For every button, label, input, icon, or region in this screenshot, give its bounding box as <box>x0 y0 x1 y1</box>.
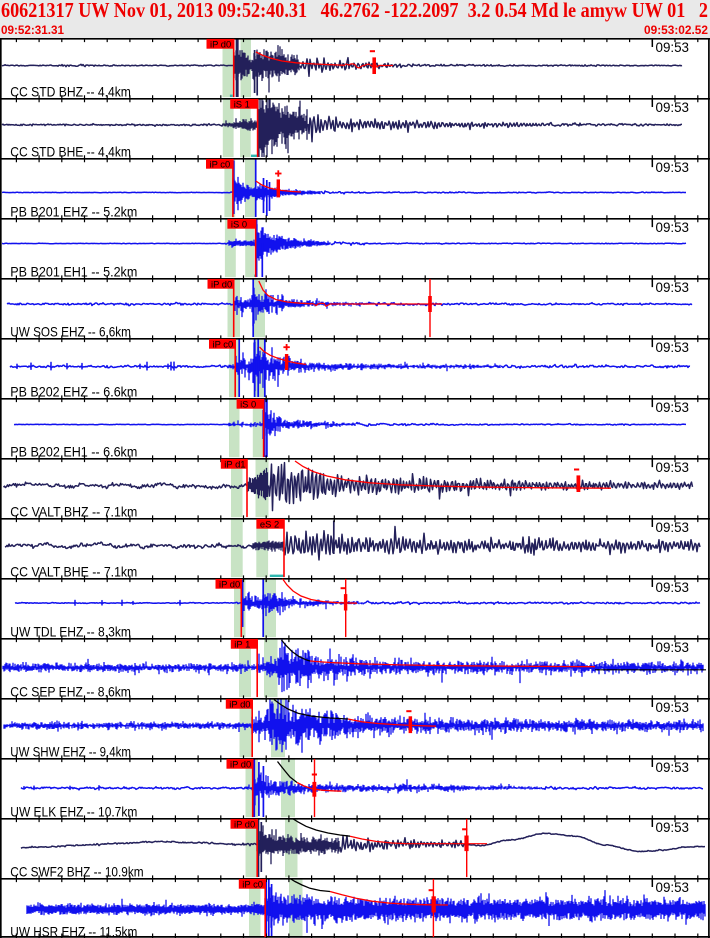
svg-text:09:53: 09:53 <box>656 100 690 115</box>
svg-text:UW ELK EHZ -- 10.7km: UW ELK EHZ -- 10.7km <box>10 805 137 820</box>
svg-text:09:53: 09:53 <box>656 160 690 175</box>
svg-text:iS 0: iS 0 <box>240 398 256 409</box>
svg-text:CC STD BHE -- 4.4km: CC STD BHE -- 4.4km <box>10 145 131 160</box>
svg-text:09:53: 09:53 <box>656 580 690 595</box>
svg-text:PB B201 EHZ -- 5.2km: PB B201 EHZ -- 5.2km <box>10 205 137 220</box>
svg-text:iP c0: iP c0 <box>210 158 231 169</box>
svg-text:iS 0: iS 0 <box>231 218 247 229</box>
svg-text:UW TDL EHZ -- 8.3km: UW TDL EHZ -- 8.3km <box>10 625 131 640</box>
svg-text:CC SEP EHZ -- 8.6km: CC SEP EHZ -- 8.6km <box>10 685 131 700</box>
svg-text:09:53: 09:53 <box>656 460 690 475</box>
svg-text:iP d1: iP d1 <box>224 458 245 469</box>
svg-text:CC VALT BHE -- 7.1km: CC VALT BHE -- 7.1km <box>10 565 137 580</box>
svg-text:09:53: 09:53 <box>656 520 690 535</box>
svg-text:iP d0: iP d0 <box>211 278 232 289</box>
svg-text:iP 1: iP 1 <box>234 638 250 649</box>
svg-text:09:53: 09:53 <box>656 400 690 415</box>
svg-text:UW HSR EHZ -- 11.5km: UW HSR EHZ -- 11.5km <box>10 925 137 938</box>
svg-text:iP d0: iP d0 <box>230 758 251 769</box>
svg-text:CC VALT BHZ -- 7.1km: CC VALT BHZ -- 7.1km <box>10 505 137 520</box>
svg-text:CC SWF2 BHZ -- 10.9km: CC SWF2 BHZ -- 10.9km <box>10 865 143 880</box>
svg-text:iP c0: iP c0 <box>242 878 263 889</box>
svg-text:UW SHW EHZ -- 9.4km: UW SHW EHZ -- 9.4km <box>10 745 131 760</box>
svg-text:09:52:31.31: 09:52:31.31 <box>1 23 64 37</box>
svg-text:iP d0: iP d0 <box>234 818 255 829</box>
svg-text:09:53: 09:53 <box>656 640 690 655</box>
svg-text:09:53: 09:53 <box>656 880 690 895</box>
svg-text:iP d0: iP d0 <box>229 698 250 709</box>
svg-text:UW SOS EHZ -- 6.6km: UW SOS EHZ -- 6.6km <box>10 325 131 340</box>
svg-text:60621317 UW Nov 01, 2013 09:52: 60621317 UW Nov 01, 2013 09:52:40.31 46.… <box>1 0 708 22</box>
svg-text:09:53: 09:53 <box>656 40 690 55</box>
svg-text:PB B201 EH1 -- 5.2km: PB B201 EH1 -- 5.2km <box>10 265 137 280</box>
svg-text:iP d0: iP d0 <box>210 38 231 49</box>
svg-text:PB B202 EHZ -- 6.6km: PB B202 EHZ -- 6.6km <box>10 385 137 400</box>
svg-text:CC STD BHZ -- 4.4km: CC STD BHZ -- 4.4km <box>10 85 131 100</box>
svg-text:eS 2: eS 2 <box>260 518 279 529</box>
svg-text:09:53: 09:53 <box>656 340 690 355</box>
svg-text:iP d0: iP d0 <box>219 578 240 589</box>
svg-text:PB B202 EH1 -- 6.6km: PB B202 EH1 -- 6.6km <box>10 445 137 460</box>
svg-text:09:53: 09:53 <box>656 280 690 295</box>
svg-text:09:53:02.52: 09:53:02.52 <box>644 23 708 37</box>
svg-text:09:53: 09:53 <box>656 820 690 835</box>
svg-text:iP c0: iP c0 <box>213 338 234 349</box>
svg-text:09:53: 09:53 <box>656 220 690 235</box>
svg-text:09:53: 09:53 <box>656 700 690 715</box>
svg-text:09:53: 09:53 <box>656 760 690 775</box>
svg-text:iS 1: iS 1 <box>234 98 250 109</box>
